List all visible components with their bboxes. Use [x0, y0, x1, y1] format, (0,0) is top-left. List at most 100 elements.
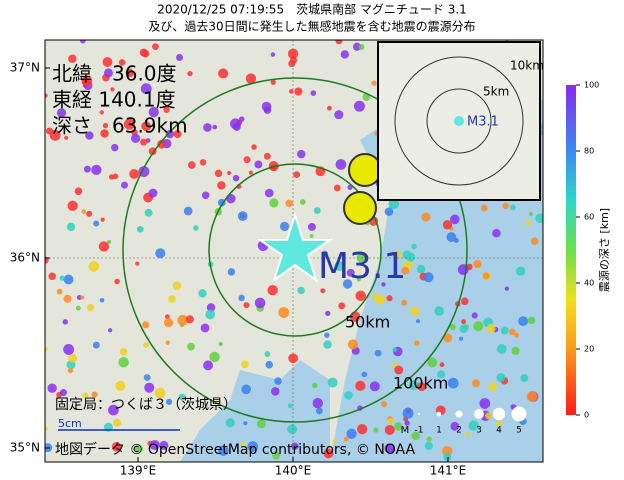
quake-dot [149, 439, 160, 451]
quake-dot [265, 360, 274, 369]
quake-dot [361, 371, 368, 378]
quake-dot [473, 260, 482, 269]
quake-dot [74, 187, 83, 196]
inset-ring [394, 56, 524, 186]
quake-dot [309, 233, 314, 238]
quake-dot [225, 418, 235, 428]
quake-dot [312, 382, 318, 389]
quake-dot [218, 68, 229, 79]
quake-dot [125, 68, 135, 78]
quake-dot [458, 336, 464, 341]
quake-dot [187, 161, 196, 169]
quake-dot [135, 261, 140, 266]
quake-dot [63, 294, 72, 303]
quake-dot [384, 207, 394, 216]
quake-dot [177, 314, 189, 326]
quake-dot [47, 383, 57, 393]
colorbar-label: 震源の深さ [km] [597, 208, 611, 292]
quake-dot [121, 181, 128, 189]
quake-dot [323, 340, 332, 349]
quake-dot [59, 275, 65, 281]
quake-dot [203, 123, 212, 132]
quake-dot [217, 181, 226, 190]
quake-dot [353, 100, 365, 112]
quake-dot [411, 431, 420, 441]
quake-dot [372, 293, 380, 301]
quake-dot [165, 340, 170, 345]
quake-dot [426, 436, 432, 442]
quake-dot [340, 50, 350, 59]
quake-dot [227, 268, 236, 276]
quake-dot [45, 425, 48, 432]
quake-dot [324, 332, 330, 338]
quake-dot [527, 316, 536, 325]
quake-dot [410, 306, 420, 316]
quake-dot [88, 261, 100, 272]
title: 2020/12/25 07:19:55 茨城県南部 マグニチュード 3.1 [157, 2, 467, 17]
quake-dot [256, 419, 267, 429]
quake-dot [496, 373, 506, 383]
quake-dot [381, 282, 386, 287]
quake-dot [347, 339, 359, 350]
info: 北緯 36.0度 東経 140.1度 深さ 63.9km [52, 62, 188, 138]
quake-dot [472, 379, 480, 388]
quake-dot [168, 295, 176, 303]
colorbar [566, 85, 576, 415]
quake-dot [245, 73, 257, 84]
quake-dot [358, 44, 365, 50]
quake-dot [144, 208, 153, 217]
quake-dot [461, 319, 467, 325]
quake-dot [110, 87, 115, 92]
quake-dot [416, 319, 421, 324]
quake-dot [67, 200, 78, 211]
quake-dot [102, 57, 113, 67]
quake-dot [342, 279, 353, 289]
quake-dot [218, 341, 223, 347]
quake-dot [408, 380, 419, 391]
quake-dot [206, 303, 216, 312]
quake-dot [510, 204, 516, 211]
quake-dot [243, 302, 250, 309]
quake-dot [183, 206, 193, 216]
ring-50km [208, 163, 382, 337]
bay [180, 360, 330, 462]
quake-dot [64, 135, 69, 140]
quake-dot [297, 149, 306, 159]
inset: 10km 5km M3.1 [377, 41, 544, 201]
quake-dot [346, 268, 355, 277]
quake-dot [86, 304, 95, 312]
quake-dot [99, 110, 104, 115]
quake-dot [118, 356, 129, 368]
quake-dot [514, 332, 520, 338]
quake-dot [108, 174, 115, 180]
quake-dot [247, 441, 259, 452]
quake-dot [45, 346, 48, 352]
nuclear-icon [348, 153, 382, 187]
quake-dot [334, 110, 344, 120]
quake-dot [209, 351, 220, 363]
quake-dot [526, 391, 538, 402]
inset-ring [426, 88, 492, 154]
quake-dot [199, 159, 207, 166]
quake-dot [157, 139, 166, 149]
quake-dot [123, 118, 135, 130]
colorbar-tick-label: 40 [584, 279, 594, 288]
quake-dot [515, 266, 526, 276]
quake-dot [480, 204, 488, 212]
quake-dot [500, 326, 509, 335]
mag-legend-title: M [401, 425, 410, 436]
credit: 地図データ © OpenStreetMap contributors, © NO… [55, 441, 416, 458]
quake-dot [335, 159, 347, 170]
quake-dot [325, 310, 331, 317]
quake-dot [479, 398, 491, 409]
colorbar-tick-label: 80 [584, 147, 594, 156]
quake-dot [107, 239, 112, 244]
quake-dot [310, 90, 317, 96]
quake-dot [92, 341, 100, 349]
quake-dot [473, 321, 484, 332]
quake-dot [371, 80, 377, 86]
quake-dot [355, 380, 366, 391]
quake-dot [237, 211, 248, 222]
quake-dot [134, 444, 144, 454]
inset-ring-label: 5km [483, 85, 509, 99]
